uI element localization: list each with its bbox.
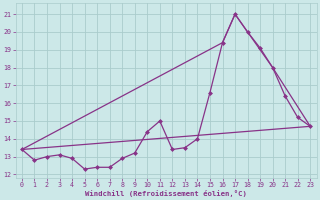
X-axis label: Windchill (Refroidissement éolien,°C): Windchill (Refroidissement éolien,°C) (85, 190, 247, 197)
